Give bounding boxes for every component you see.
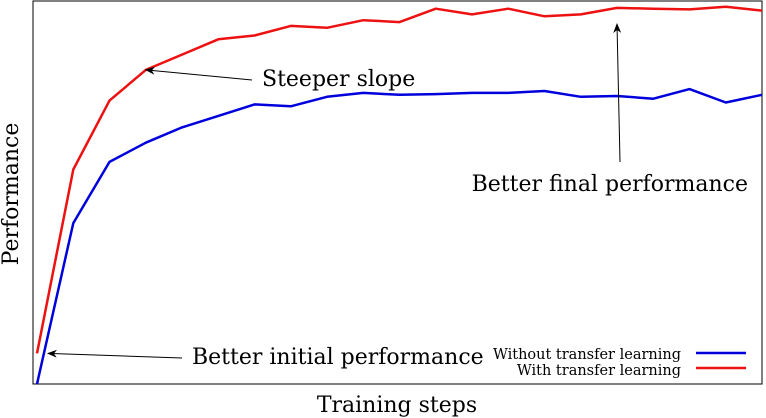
- annotation-layer: Steeper slope Better final performance Bet…: [46, 23, 748, 370]
- series-line-with: [35, 5, 763, 354]
- x-axis-label: Training steps: [317, 393, 477, 418]
- plot-frame: [32, 0, 763, 385]
- annotation-arrow-better-final-performance: [613, 23, 622, 163]
- annotation-better-final-performance: Better final performance: [472, 172, 748, 197]
- annotation-arrow-steeper-slope: [144, 66, 253, 81]
- legend-label-without: Without transfer learning: [493, 347, 681, 363]
- legend: Without transfer learning With transfer …: [493, 347, 746, 379]
- annotation-arrow-better-initial-performance: [46, 349, 183, 359]
- series-layer: [35, 5, 763, 385]
- y-axis-label: Performance: [0, 123, 24, 266]
- annotation-better-initial-performance: Better initial performance: [192, 345, 484, 370]
- legend-label-with: With transfer learning: [517, 363, 681, 379]
- annotation-steeper-slope: Steeper slope: [262, 67, 415, 92]
- series-line-without: [35, 87, 763, 385]
